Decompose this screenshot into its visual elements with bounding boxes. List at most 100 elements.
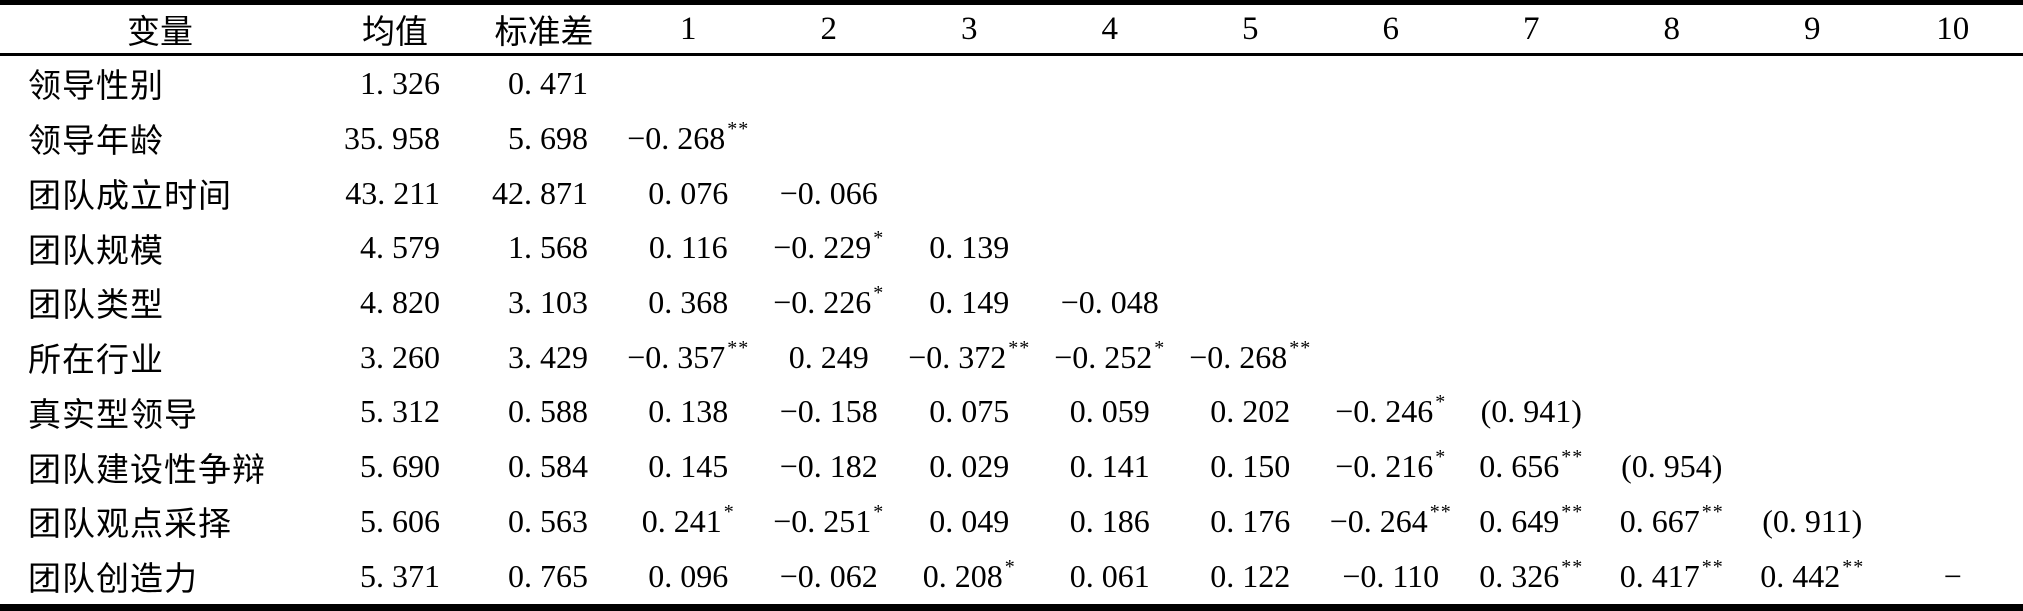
correlation-number: 0. 326 [1479,557,1560,594]
sd-value: 0. 584 [508,448,588,485]
correlation-value [1040,166,1181,221]
table-row: 真实型领导 5. 312 0. 588 0. 138 −0. 158 0. 075 0. 0… [0,385,2023,440]
column-header: 2 [820,10,838,47]
correlation-value: −0. 066 [779,174,878,211]
correlation-value [1040,111,1181,166]
correlation-number: 0. 667 [1619,502,1700,539]
column-header: 7 [1523,10,1540,47]
correlation-value: −0. 182 [779,448,878,485]
correlation-value: 0. 649 ** [1461,494,1602,549]
correlation-value: − [1943,557,1962,594]
correlation-value [1602,111,1743,166]
significance-stars: * [873,281,885,304]
variable-label: 团队规模 [28,233,164,270]
correlation-number: 0. 442 [1760,557,1841,594]
column-header: 3 [961,10,978,47]
correlation-value: 0. 145 [648,448,729,485]
correlation-value [1321,55,1462,111]
table-row: 团队规模 4. 579 1. 568 0. 116 −0. 229 * 0. 139 [0,220,2023,275]
correlation-value [1180,55,1321,111]
mean-value: 4. 820 [360,283,440,320]
correlation-value: 0. 656 ** [1461,439,1602,494]
correlation-value: 0. 176 [1210,502,1291,539]
correlation-number: 0. 649 [1479,502,1560,539]
correlation-value [1883,111,2023,166]
table-row: 团队建设性争辩 5. 690 0. 584 0. 145 −0. 182 0. 029 0.… [0,439,2023,494]
mean-value: 4. 579 [360,229,440,266]
correlation-value [1180,166,1321,221]
table-row: 领导性别 1. 326 0. 471 [0,55,2023,111]
mean-value: 5. 606 [360,502,440,539]
significance-stars: ** [1429,500,1452,523]
sd-value: 0. 471 [508,64,588,101]
significance-stars: * [1435,391,1447,414]
correlation-value [1461,166,1602,221]
correlation-value: 0. 241 * [618,494,759,549]
correlation-value: 0. 186 [1069,502,1150,539]
column-header: 4 [1101,10,1119,47]
column-header: 1 [680,10,697,47]
correlation-value: −0. 226 * [759,275,900,330]
correlation-number: −0. 229 [773,229,872,266]
correlation-value: 0. 208 * [899,549,1040,608]
correlation-value [1321,166,1462,221]
correlation-value [1180,275,1321,330]
significance-stars: ** [1561,446,1584,469]
correlation-value [1602,55,1743,111]
variable-label: 所在行业 [28,343,164,380]
significance-stars: * [1004,555,1016,578]
correlation-number: 0. 208 [922,557,1003,594]
correlation-value: 0. 249 [788,338,869,375]
correlation-value [1461,330,1602,385]
correlation-number: −0. 216 [1335,448,1434,485]
correlation-value [1883,220,2023,275]
sd-value: 3. 103 [508,283,588,320]
correlation-value [1883,55,2023,111]
correlation-value [1040,55,1181,111]
correlation-value: 0. 138 [648,393,729,430]
column-header: 6 [1382,10,1400,47]
sd-value: 42. 871 [492,174,588,211]
correlation-value [1461,55,1602,111]
correlation-value: 0. 075 [929,393,1010,430]
variable-label: 团队观点采择 [28,507,232,544]
sd-value: 0. 588 [508,393,588,430]
correlation-value: 0. 059 [1069,393,1150,430]
significance-stars: * [1154,336,1166,359]
significance-stars: ** [1701,555,1724,578]
correlation-value [1742,330,1883,385]
correlation-value [1742,166,1883,221]
variable-label: 团队建设性争辩 [28,452,266,489]
correlation-value: −0. 229 * [759,220,900,275]
variable-label: 领导性别 [28,69,164,106]
correlation-value [1602,275,1743,330]
significance-stars: * [873,227,885,250]
table-row: 所在行业 3. 260 3. 429 −0. 357 ** 0. 249 −0. 372 **… [0,330,2023,385]
mean-value: 3. 260 [360,338,440,375]
variable-label: 真实型领导 [28,397,198,434]
mean-value: 1. 326 [360,64,440,101]
correlation-value: 0. 122 [1210,557,1291,594]
correlation-value: −0. 251 * [759,494,900,549]
column-header: 5 [1242,10,1259,47]
correlation-value: (0. 954) [1621,448,1723,485]
correlation-value: −0. 048 [1060,283,1159,320]
significance-stars: ** [727,336,750,359]
column-header: 变量 [127,15,193,51]
correlation-value [759,111,900,166]
correlation-number: −0. 226 [773,283,872,320]
correlation-value [1321,330,1462,385]
correlation-value [618,55,759,111]
sd-value: 0. 563 [508,502,588,539]
correlation-value: −0. 062 [779,557,878,594]
correlation-value: 0. 326 ** [1461,549,1602,608]
correlation-value [1602,220,1743,275]
table-body: 领导性别 1. 326 0. 471 领导年龄 35. 958 5. 698 −0. 268… [0,55,2023,608]
correlation-value [1461,111,1602,166]
mean-value: 43. 211 [345,174,440,211]
sd-value: 1. 568 [508,229,588,266]
correlation-value [1742,385,1883,440]
variable-label: 团队类型 [28,288,164,325]
